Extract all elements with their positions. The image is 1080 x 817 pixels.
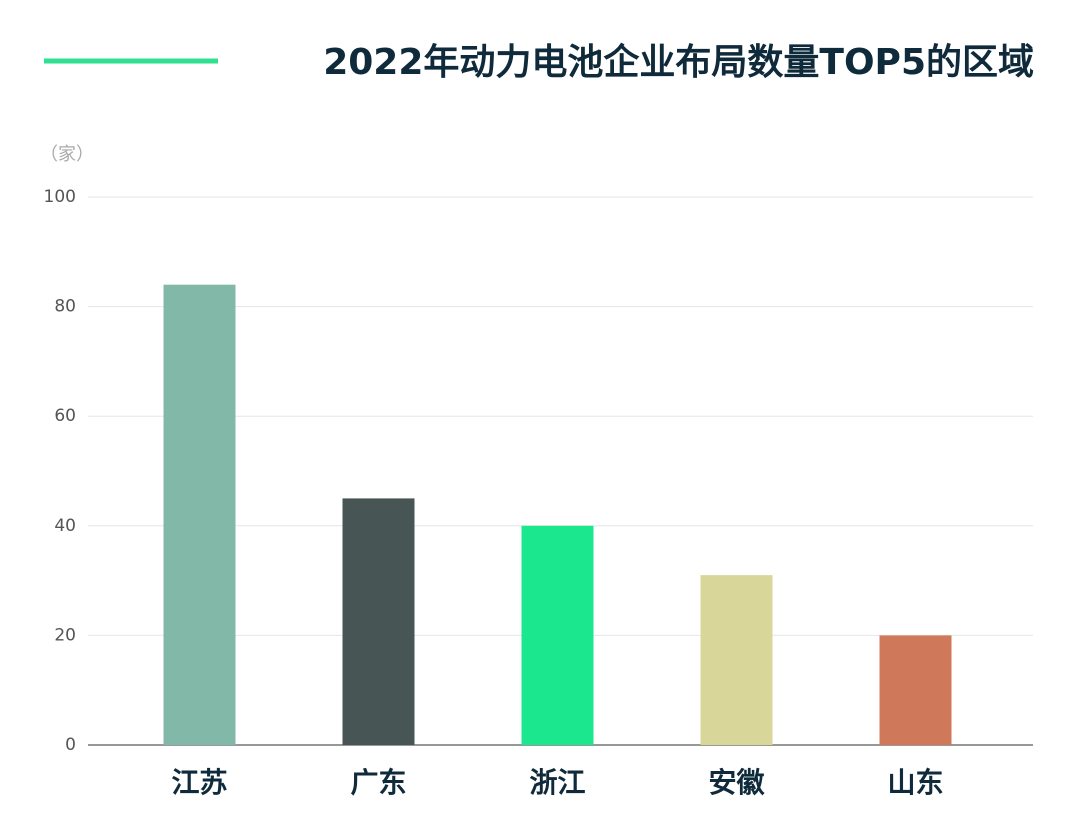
bar [163, 284, 236, 745]
x-tick-label: 广东 [350, 766, 406, 799]
bar [879, 635, 952, 745]
chart-title: 2022年动力电池企业布局数量TOP5的区域 [323, 41, 1034, 83]
bar [521, 525, 594, 745]
x-tick-label: 山东 [887, 766, 943, 799]
bar [700, 575, 773, 745]
bar [342, 498, 415, 745]
y-tick-label: 0 [65, 735, 76, 755]
y-tick-label: 60 [54, 406, 76, 426]
x-tick-label: 江苏 [171, 766, 227, 799]
y-tick-label: 80 [54, 297, 76, 317]
y-tick-label: 20 [54, 625, 76, 645]
x-tick-label: 安徽 [708, 766, 765, 799]
y-unit: （家） [40, 144, 94, 165]
x-tick-label: 浙江 [529, 766, 585, 799]
y-tick-label: 40 [54, 516, 76, 536]
y-tick-label: 100 [44, 187, 76, 207]
